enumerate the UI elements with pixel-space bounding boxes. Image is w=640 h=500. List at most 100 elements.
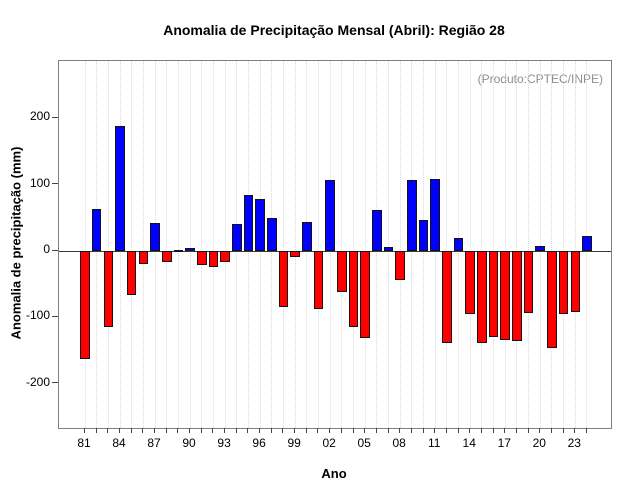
x-tick <box>387 428 389 433</box>
bar-16 <box>488 251 499 337</box>
gridline <box>539 61 541 428</box>
y-tick <box>52 382 58 384</box>
x-tick-label: 99 <box>287 436 301 450</box>
x-tick <box>434 428 436 433</box>
x-tick <box>352 428 354 433</box>
gridline <box>563 61 565 428</box>
bar-04 <box>348 251 359 328</box>
x-tick <box>282 428 284 433</box>
bar-92 <box>208 251 219 267</box>
x-tick <box>515 428 517 433</box>
x-tick-label: 17 <box>497 436 511 450</box>
bar-24 <box>582 236 592 251</box>
x-tick <box>95 428 97 433</box>
gridline <box>317 61 319 428</box>
gridline <box>142 61 144 428</box>
bar-15 <box>477 251 487 343</box>
bar-19 <box>523 251 534 314</box>
bar-91 <box>196 251 207 265</box>
x-tick <box>445 428 447 433</box>
zero-line <box>59 250 611 252</box>
gridline <box>399 61 401 428</box>
x-tick <box>469 428 471 433</box>
x-tick <box>422 428 424 433</box>
y-tick <box>52 249 58 251</box>
bar-86 <box>138 251 149 265</box>
x-axis-label: Ano <box>321 466 347 481</box>
bar-88 <box>161 251 172 262</box>
gridline <box>364 61 366 428</box>
x-tick <box>574 428 576 433</box>
x-tick <box>84 428 85 433</box>
gridline <box>282 61 284 428</box>
x-tick-label: 90 <box>182 436 196 450</box>
bar-02 <box>325 179 335 251</box>
bar-11 <box>430 178 440 251</box>
bar-89 <box>173 249 184 252</box>
chart-title: Anomalia de Precipitação Mensal (Abril):… <box>163 22 505 38</box>
x-tick <box>247 428 249 433</box>
x-tick-label: 02 <box>322 436 336 450</box>
bar-18 <box>512 251 522 342</box>
bar-87 <box>150 223 160 251</box>
x-tick <box>410 428 412 433</box>
x-tick-label: 20 <box>532 436 546 450</box>
gridline <box>551 61 553 428</box>
bar-20 <box>535 245 546 251</box>
x-tick <box>212 428 214 433</box>
y-tick-label: 100 <box>29 175 50 190</box>
bar-85 <box>126 251 137 295</box>
x-tick <box>305 428 307 433</box>
bar-81 <box>80 251 90 360</box>
y-tick-label: -100 <box>25 308 50 323</box>
x-tick <box>364 428 366 433</box>
x-tick-label: 84 <box>112 436 126 450</box>
bar-17 <box>500 251 511 341</box>
x-tick <box>562 428 564 433</box>
x-tick-label: 81 <box>77 436 91 450</box>
bar-07 <box>383 247 394 251</box>
bar-23 <box>570 251 581 313</box>
bar-06 <box>372 210 382 251</box>
x-tick <box>177 428 179 433</box>
bar-05 <box>360 251 370 339</box>
bar-13 <box>453 238 464 251</box>
gridline <box>353 61 354 428</box>
bar-99 <box>290 251 300 257</box>
x-tick-label: 87 <box>147 436 161 450</box>
x-tick <box>457 428 459 433</box>
bar-03 <box>337 251 347 292</box>
x-tick <box>399 428 401 433</box>
gridline <box>341 61 343 428</box>
x-tick <box>142 428 144 433</box>
bar-00 <box>302 221 312 251</box>
bar-93 <box>220 251 230 263</box>
y-tick-label: 200 <box>29 109 50 124</box>
x-tick <box>224 428 226 433</box>
x-tick-label: 08 <box>392 436 406 450</box>
x-tick <box>154 428 156 433</box>
x-tick-label: 05 <box>357 436 371 450</box>
x-tick-label: 23 <box>567 436 581 450</box>
gridline <box>388 61 390 428</box>
x-tick <box>527 428 529 433</box>
x-tick <box>340 428 342 433</box>
bar-94 <box>231 224 242 251</box>
bar-21 <box>547 251 557 348</box>
x-tick <box>585 428 587 433</box>
bar-95 <box>243 195 254 251</box>
x-tick <box>107 428 109 433</box>
gridline <box>224 61 226 428</box>
gridline <box>177 61 179 428</box>
bar-82 <box>91 209 102 251</box>
x-tick <box>130 428 132 433</box>
x-tick <box>235 428 237 433</box>
x-tick <box>492 428 494 433</box>
x-tick <box>504 428 506 433</box>
gridline <box>574 61 576 428</box>
x-tick <box>539 428 541 433</box>
bar-97 <box>266 217 277 251</box>
x-tick <box>294 428 296 433</box>
gridline <box>212 61 214 428</box>
